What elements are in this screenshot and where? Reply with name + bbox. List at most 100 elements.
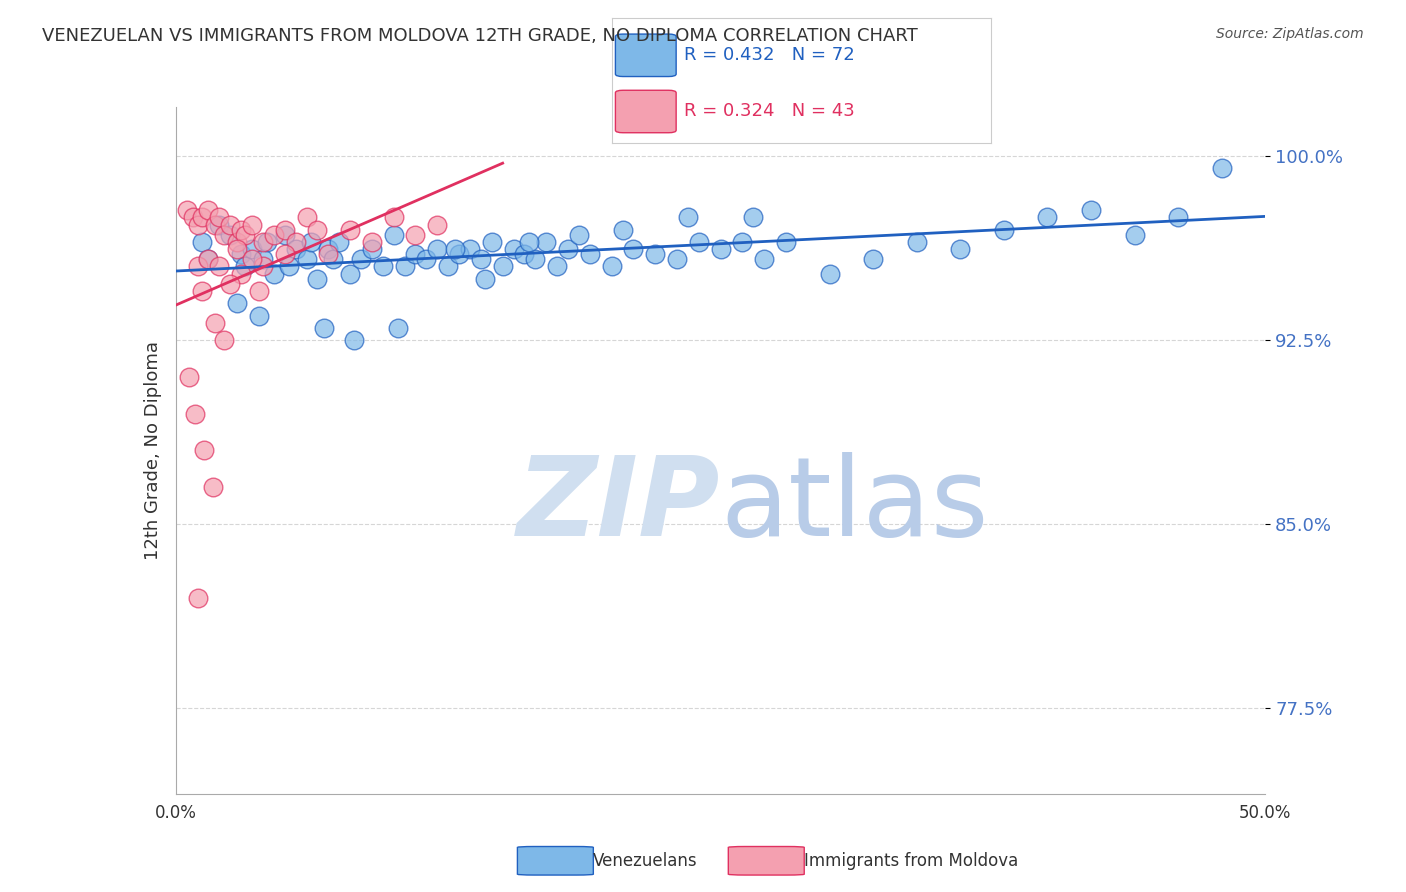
Point — [322, 252, 344, 266]
Point — [818, 267, 841, 281]
Point — [295, 211, 318, 225]
Point — [1211, 161, 1233, 176]
Point — [204, 316, 226, 330]
Point — [225, 243, 247, 257]
Point — [240, 243, 263, 257]
Point — [284, 235, 307, 249]
Point — [274, 222, 297, 236]
Point — [1167, 211, 1189, 225]
Point — [177, 370, 200, 384]
Point — [426, 243, 449, 257]
Point — [247, 309, 270, 323]
Point — [219, 218, 242, 232]
Point — [993, 222, 1015, 236]
Point — [447, 247, 470, 261]
Point — [524, 252, 547, 266]
Point — [252, 235, 274, 249]
Point — [339, 222, 361, 236]
Point — [557, 243, 579, 257]
Point — [1123, 227, 1146, 242]
Point — [318, 243, 340, 257]
Point — [312, 321, 335, 335]
Point — [481, 235, 503, 249]
Point — [274, 247, 297, 261]
Point — [474, 272, 496, 286]
Point — [405, 227, 427, 242]
Text: Venezuelans: Venezuelans — [593, 852, 697, 870]
Point — [343, 333, 366, 347]
Point — [754, 252, 776, 266]
Point — [579, 247, 602, 261]
Point — [350, 252, 373, 266]
Point — [231, 222, 253, 236]
Point — [1036, 211, 1059, 225]
Point — [710, 243, 733, 257]
Point — [644, 247, 666, 261]
Point — [949, 243, 972, 257]
Point — [191, 284, 214, 298]
Point — [905, 235, 928, 249]
Point — [208, 218, 231, 232]
Point — [274, 227, 297, 242]
Point — [235, 260, 257, 274]
Text: ZIP: ZIP — [517, 452, 721, 559]
Point — [284, 243, 307, 257]
Point — [361, 243, 384, 257]
Text: VENEZUELAN VS IMMIGRANTS FROM MOLDOVA 12TH GRADE, NO DIPLOMA CORRELATION CHART: VENEZUELAN VS IMMIGRANTS FROM MOLDOVA 12… — [42, 27, 918, 45]
Point — [600, 260, 623, 274]
Point — [208, 211, 231, 225]
Point — [546, 260, 568, 274]
Point — [426, 218, 449, 232]
Point — [513, 247, 536, 261]
Point — [225, 296, 247, 310]
Point — [263, 227, 285, 242]
Point — [278, 260, 301, 274]
Point — [240, 252, 263, 266]
Point — [394, 260, 416, 274]
Point — [502, 243, 524, 257]
Point — [191, 211, 214, 225]
FancyBboxPatch shape — [517, 847, 593, 875]
Point — [256, 235, 278, 249]
Point — [534, 235, 557, 249]
Point — [621, 243, 644, 257]
Point — [492, 260, 515, 274]
Point — [458, 243, 481, 257]
Point — [688, 235, 710, 249]
Text: Immigrants from Moldova: Immigrants from Moldova — [804, 852, 1018, 870]
Point — [299, 235, 322, 249]
Point — [184, 407, 207, 421]
FancyBboxPatch shape — [616, 34, 676, 77]
Point — [204, 218, 226, 232]
Point — [1080, 203, 1102, 218]
Point — [862, 252, 884, 266]
Point — [263, 267, 285, 281]
Point — [231, 247, 253, 261]
Point — [231, 267, 253, 281]
Point — [517, 235, 540, 249]
Point — [361, 235, 384, 249]
Point — [212, 227, 235, 242]
Point — [371, 260, 394, 274]
Point — [176, 203, 198, 218]
Point — [328, 235, 350, 249]
Point — [197, 203, 219, 218]
Point — [201, 480, 224, 494]
Point — [252, 260, 274, 274]
Point — [197, 252, 219, 266]
Point — [240, 218, 263, 232]
Point — [186, 260, 209, 274]
Point — [225, 235, 247, 249]
Point — [731, 235, 754, 249]
Point — [339, 267, 361, 281]
Point — [742, 211, 765, 225]
Point — [437, 260, 460, 274]
Point — [193, 443, 215, 458]
Point — [382, 211, 405, 225]
Point — [405, 247, 427, 261]
Point — [191, 235, 214, 249]
Text: Source: ZipAtlas.com: Source: ZipAtlas.com — [1216, 27, 1364, 41]
Text: atlas: atlas — [721, 452, 988, 559]
Point — [219, 277, 242, 291]
Point — [197, 252, 219, 266]
